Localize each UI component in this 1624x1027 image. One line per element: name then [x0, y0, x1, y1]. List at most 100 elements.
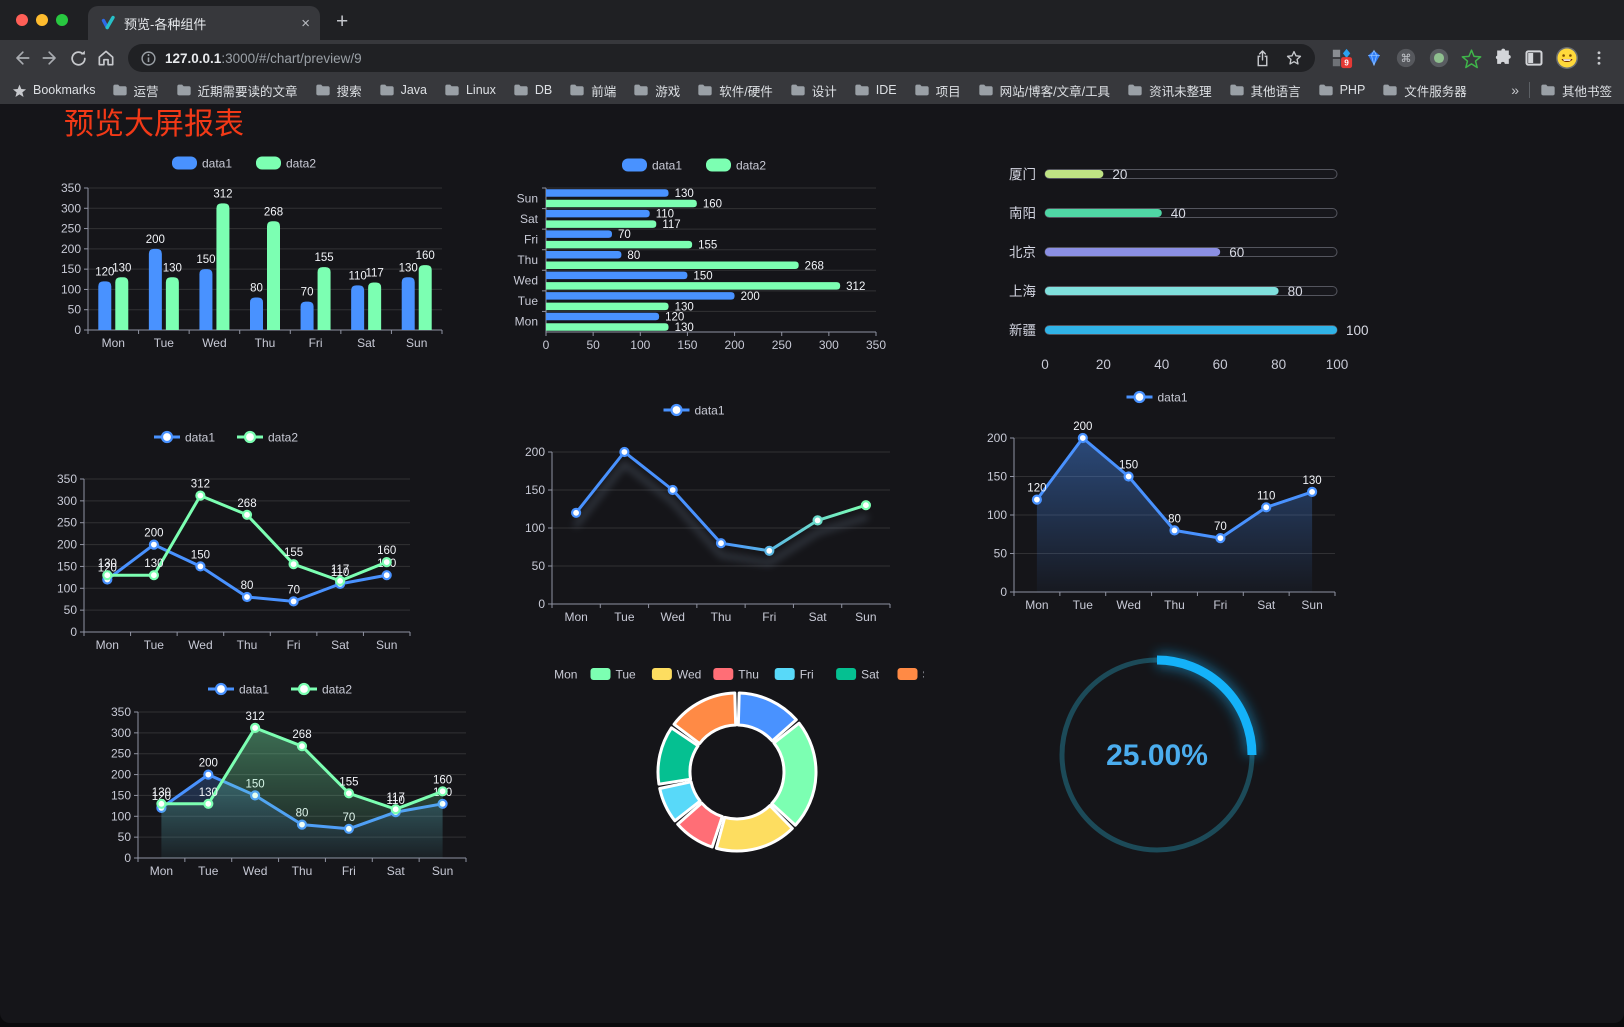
svg-text:Wed: Wed	[514, 274, 538, 288]
window-maximize-button[interactable]	[56, 14, 68, 26]
tab-close-icon[interactable]: ×	[301, 14, 310, 32]
extension-command-icon[interactable]: ⌘	[1395, 47, 1417, 69]
bookmark-label: 搜索	[336, 84, 362, 99]
svg-text:50: 50	[994, 547, 1008, 561]
bookmarks-overflow-chevron[interactable]: »	[1511, 82, 1519, 98]
chart-line-gradient[interactable]: data1 0 50 100 150 200 Mon Tue Wed Thu Fri Sat Sun	[498, 398, 898, 626]
bookmark-folder-item[interactable]: 软件/硬件	[697, 81, 773, 100]
svg-text:data2: data2	[322, 683, 352, 697]
bookmarks-manager-item[interactable]: Bookmarks	[12, 83, 96, 98]
svg-text:Sun: Sun	[376, 638, 397, 652]
other-bookmarks-label: 其他书签	[1561, 84, 1612, 99]
svg-text:Sun: Sun	[406, 336, 427, 350]
svg-text:上海: 上海	[1009, 284, 1036, 299]
svg-text:110: 110	[656, 209, 674, 221]
svg-text:Tue: Tue	[518, 294, 539, 308]
bookmark-folder-item[interactable]: 运营	[112, 81, 159, 100]
extension-recorder-icon[interactable]	[1428, 47, 1450, 69]
bookmark-folder-item[interactable]: IDE	[854, 81, 897, 100]
svg-text:0: 0	[538, 597, 545, 611]
chart-area-single[interactable]: data1 0 50 100 150 200 Mon Tue Wed Thu Fri Sat Sun 12…	[972, 386, 1350, 612]
window-close-button[interactable]	[16, 14, 28, 26]
svg-text:Thu: Thu	[1164, 598, 1185, 612]
chart-donut[interactable]: Mon Tue Wed Thu Fri Sat Sun	[552, 636, 924, 888]
chart-area-grouped[interactable]: data1 data2 0 50 100 150 200 250 300 350 Mon Tue Wed…	[92, 676, 476, 886]
bookmark-folder-item[interactable]: 游戏	[633, 81, 680, 100]
svg-text:Thu: Thu	[517, 253, 538, 267]
side-panel-icon[interactable]	[1524, 48, 1544, 68]
svg-text:Thu: Thu	[237, 638, 258, 652]
chart-gauge[interactable]: 25.00%	[1044, 642, 1270, 868]
svg-text:155: 155	[698, 240, 717, 252]
window-minimize-button[interactable]	[36, 14, 48, 26]
svg-text:160: 160	[703, 199, 722, 211]
svg-text:Thu: Thu	[711, 610, 732, 624]
bookmark-folder-item[interactable]: 近期需要读的文章	[176, 81, 298, 100]
svg-text:120: 120	[95, 266, 114, 278]
bookmark-folder-item[interactable]: 网站/博客/文章/工具	[978, 81, 1110, 100]
extensions-puzzle-icon[interactable]	[1493, 48, 1513, 68]
new-tab-button[interactable]: +	[336, 10, 349, 33]
svg-text:200: 200	[725, 338, 745, 352]
chart-line-grouped[interactable]: data1 data2 0 50 100 150 200 250 300 350 Mon Tue Wed…	[38, 424, 422, 654]
browser-menu-icon[interactable]	[1590, 49, 1608, 67]
browser-tab[interactable]: 预览-各种组件 ×	[88, 6, 320, 40]
back-button[interactable]	[8, 44, 36, 72]
svg-text:Mon: Mon	[564, 610, 587, 624]
chart-hbar-grouped[interactable]: data1 data2 0 50 100 150 200 250 300 350 Sun 130 160…	[500, 150, 896, 362]
svg-text:300: 300	[57, 494, 77, 508]
svg-text:130: 130	[675, 322, 694, 334]
bookmark-folder-item[interactable]: Java	[379, 81, 427, 100]
extension-star-icon[interactable]	[1461, 48, 1482, 69]
svg-text:130: 130	[1303, 475, 1322, 487]
bookmark-label: 游戏	[655, 84, 681, 99]
forward-button[interactable]	[36, 44, 64, 72]
svg-text:150: 150	[196, 254, 215, 266]
folder-icon	[112, 84, 127, 96]
bookmark-folder-item[interactable]: 前端	[569, 81, 616, 100]
svg-text:110: 110	[348, 270, 366, 282]
reload-button[interactable]	[64, 44, 92, 72]
bookmark-folder-item[interactable]: 搜索	[315, 81, 362, 100]
bookmark-folder-item[interactable]: 文件服务器	[1382, 81, 1467, 100]
page-title: 预览大屏报表	[64, 108, 244, 141]
extension-gem-icon[interactable]	[1364, 48, 1384, 68]
extension-tampermonkey-icon[interactable]: 9	[1331, 47, 1353, 69]
bookmark-star-icon[interactable]	[1285, 49, 1303, 67]
bookmark-folder-item[interactable]: PHP	[1318, 81, 1365, 100]
chart-progress-list[interactable]: 厦门 20 南阳 40 北京 60 上海 80 新疆 100 0 20 40 60 80 100	[998, 158, 1373, 380]
bookmark-folder-item[interactable]: 资讯未整理	[1127, 81, 1212, 100]
svg-text:Fri: Fri	[287, 638, 301, 652]
home-button[interactable]	[92, 44, 120, 72]
bookmark-folder-item[interactable]: DB	[513, 81, 552, 100]
svg-text:350: 350	[111, 705, 131, 719]
url-host: 127.0.0.1	[165, 50, 222, 66]
svg-text:312: 312	[213, 188, 232, 200]
tab-strip: 预览-各种组件 × +	[0, 0, 1624, 40]
svg-text:250: 250	[61, 222, 81, 236]
other-bookmarks-item[interactable]: 其他书签	[1540, 81, 1612, 100]
svg-text:155: 155	[314, 252, 333, 264]
svg-text:80: 80	[1168, 513, 1181, 525]
profile-avatar[interactable]	[1555, 46, 1579, 70]
svg-text:data1: data1	[695, 404, 725, 418]
bookmark-folder-item[interactable]: 项目	[914, 81, 961, 100]
bookmark-folder-item[interactable]: 其他语言	[1229, 81, 1301, 100]
svg-text:150: 150	[191, 549, 210, 561]
address-bar[interactable]: 127.0.0.1:3000/#/chart/preview/9	[128, 44, 1315, 72]
share-icon[interactable]	[1254, 49, 1271, 68]
url-path: :3000/#/chart/preview/9	[221, 50, 362, 66]
bookmark-label: 前端	[591, 84, 617, 99]
svg-text:80: 80	[1271, 357, 1286, 372]
svg-text:Sat: Sat	[861, 668, 880, 682]
chart-bar-grouped[interactable]: data1 data2 0 50 100 150 200 250 300 350 Mon Tue Wed…	[42, 148, 454, 360]
bookmark-folder-item[interactable]: Linux	[444, 81, 496, 100]
url-text[interactable]: 127.0.0.1:3000/#/chart/preview/9	[165, 51, 362, 66]
svg-text:Sun: Sun	[432, 864, 453, 878]
bookmark-folder-item[interactable]: 设计	[790, 81, 837, 100]
site-info-icon[interactable]	[140, 50, 157, 67]
folder-icon	[445, 84, 459, 96]
svg-text:Tue: Tue	[614, 610, 635, 624]
svg-text:Mon: Mon	[1025, 598, 1048, 612]
svg-text:20: 20	[1112, 167, 1127, 182]
